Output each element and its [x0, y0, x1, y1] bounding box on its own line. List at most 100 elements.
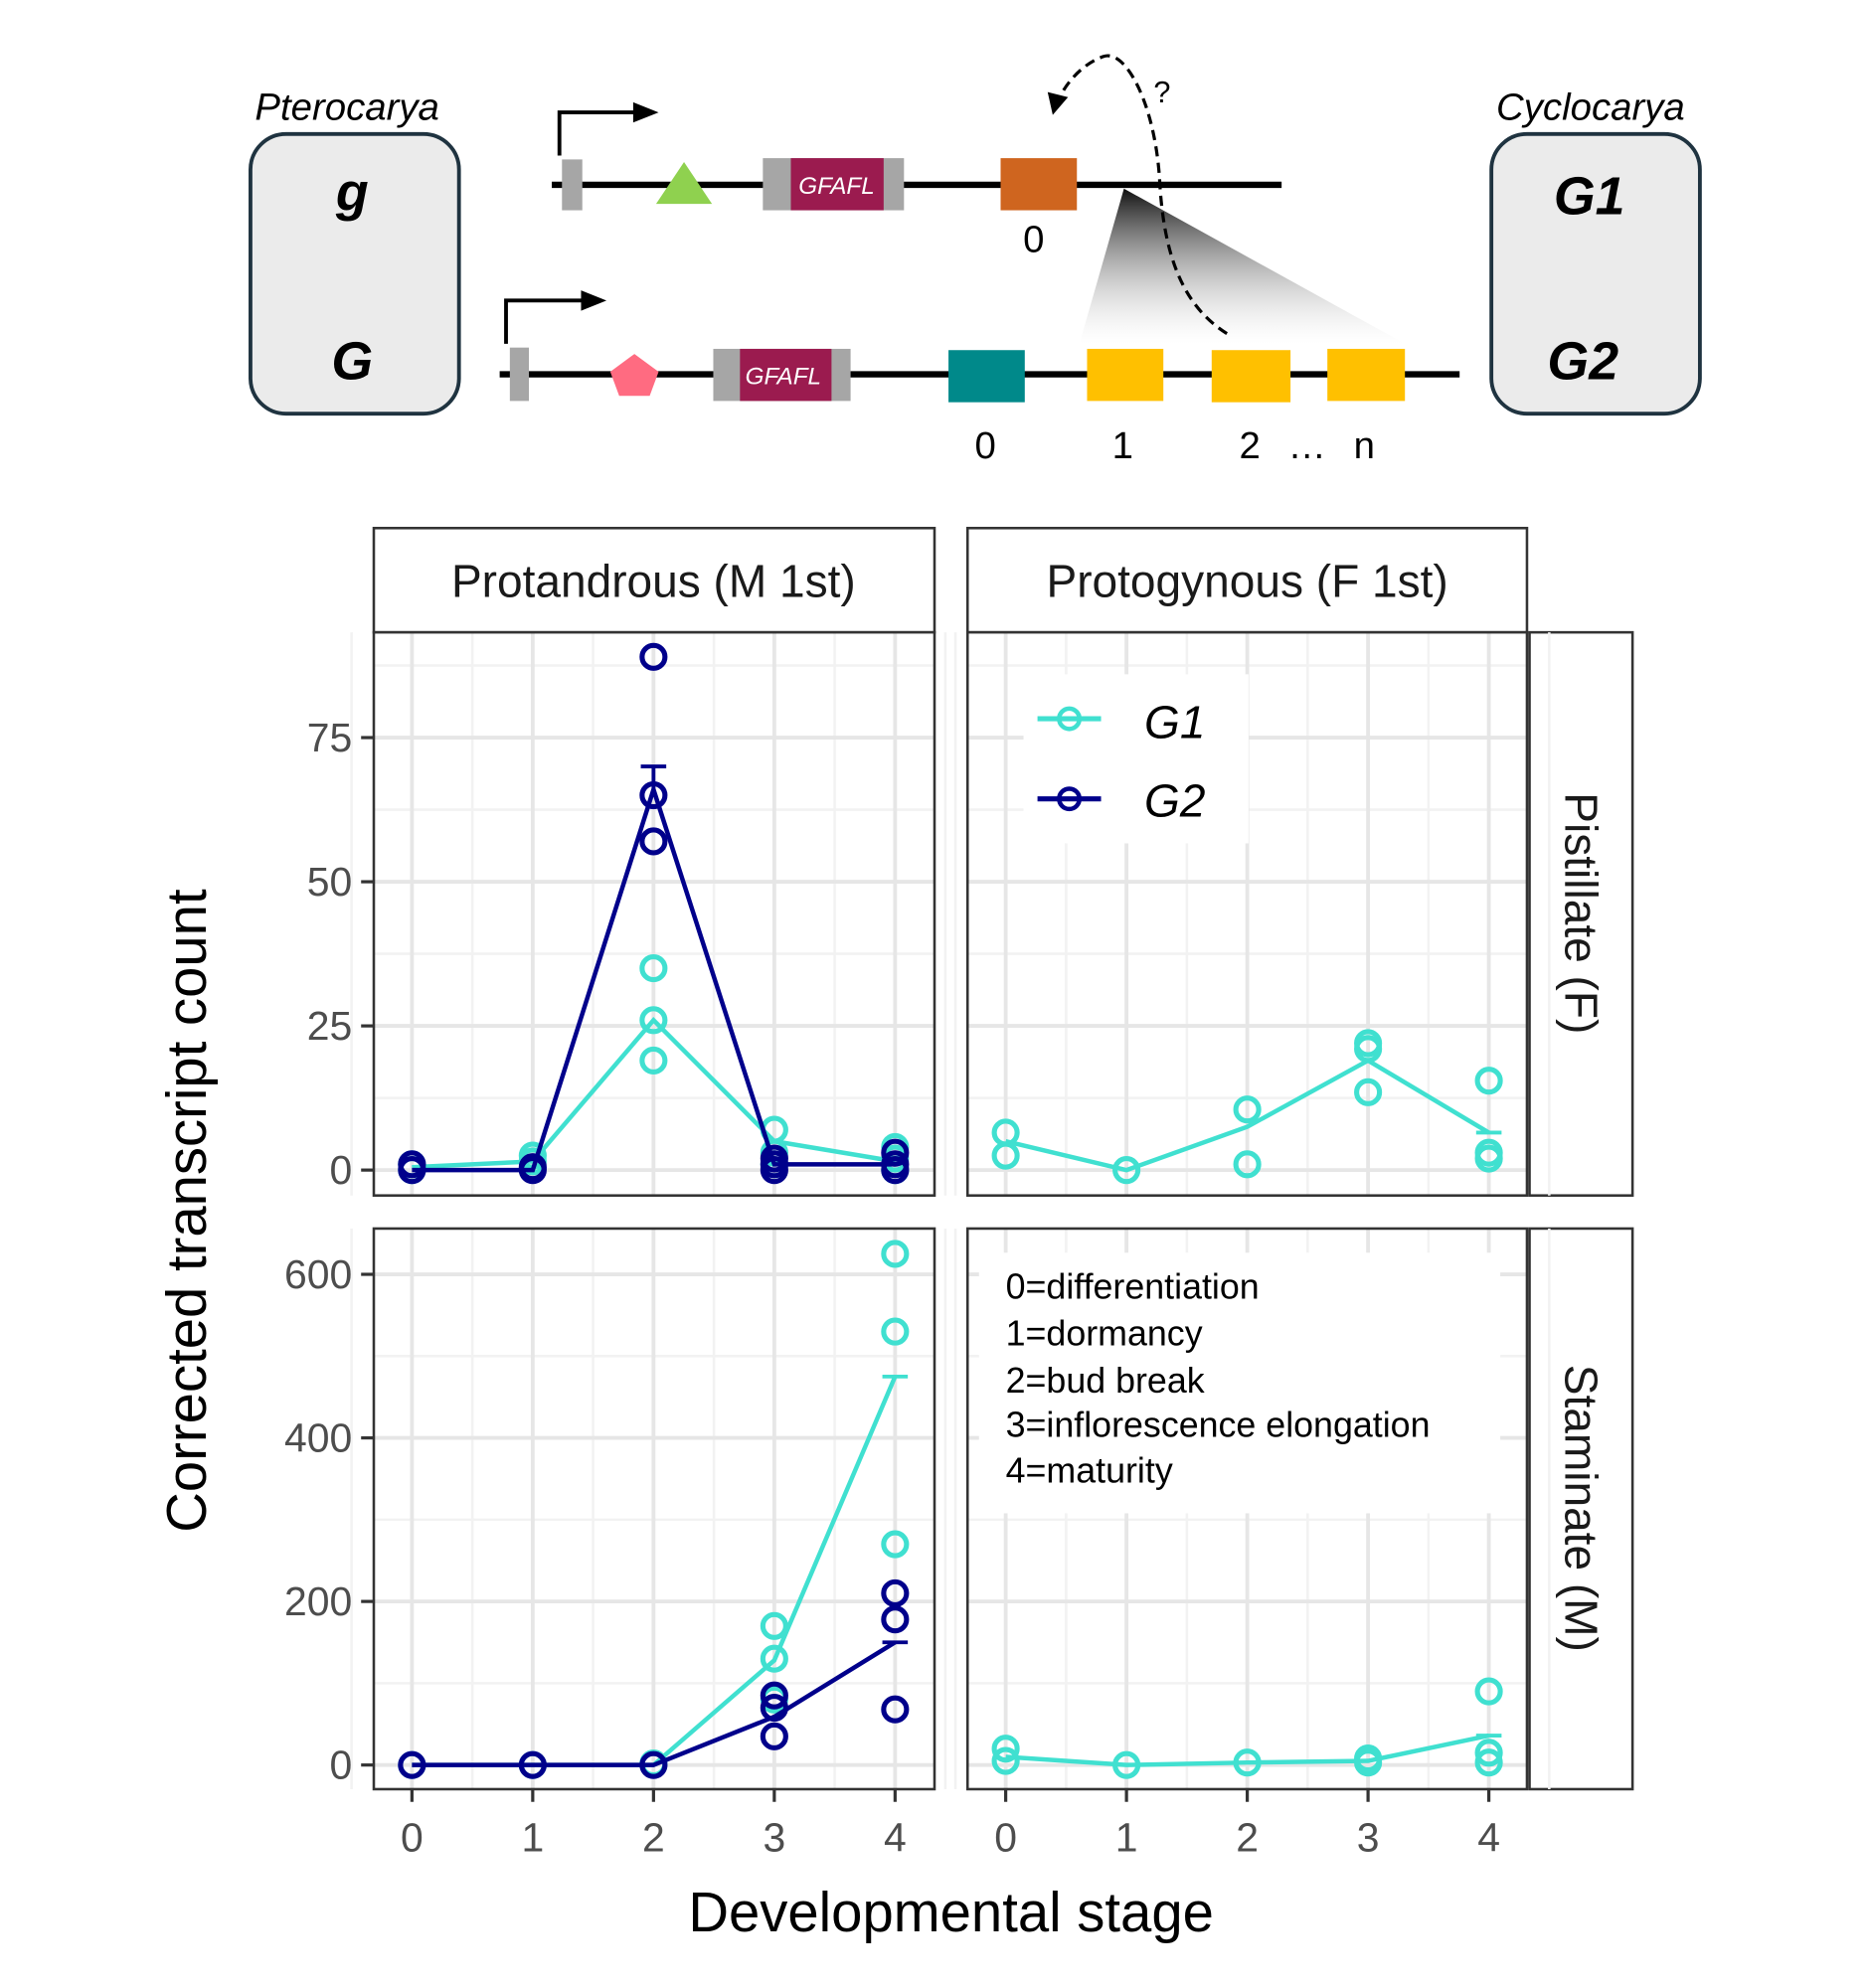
point-G1 — [639, 954, 668, 983]
panel-border — [965, 630, 1529, 1197]
y-tick-label: 75 — [307, 715, 353, 760]
exon-yellow-n — [1327, 348, 1406, 402]
point-G2 — [881, 1150, 910, 1179]
y-tick-label: 0 — [329, 1147, 352, 1193]
point-G1 — [1354, 1077, 1383, 1106]
x-tick-label: 0 — [401, 1815, 424, 1861]
exon-label-2: 2 — [1239, 424, 1260, 467]
panel-data-r1-c1 — [991, 1677, 1503, 1779]
exon-label-ellipsis: … — [1288, 424, 1326, 467]
curved-arrowhead-icon — [1047, 91, 1069, 115]
point-G1 — [991, 1746, 1020, 1775]
point-G1 — [1474, 1144, 1503, 1173]
bottom-gfafl-label: GFAFL — [746, 364, 821, 391]
y-tick-label: 25 — [307, 1003, 353, 1049]
strip-protogynous-label: Protogynous (F 1st) — [1047, 555, 1448, 606]
y-axis-title: Corrected transcript count — [155, 889, 218, 1533]
point-G2 — [881, 1578, 910, 1607]
panel-data-r1-c0 — [398, 1240, 910, 1779]
allele-G1: G1 — [1554, 166, 1625, 226]
point-G1 — [1474, 1748, 1503, 1777]
arrowhead-icon — [632, 101, 659, 123]
line-G1 — [412, 1017, 896, 1170]
stage-key-1: 1=dormancy — [1006, 1314, 1203, 1354]
point-G2 — [881, 1605, 910, 1634]
point-G2 — [518, 1750, 547, 1779]
chart: Protandrous (M 1st) Protogynous (F 1st) … — [155, 527, 1634, 1943]
legend-g1-marker — [1057, 706, 1083, 732]
panel-r0-c0 — [350, 632, 957, 1196]
point-G1 — [1233, 1748, 1262, 1777]
legend-g2-marker — [1057, 786, 1083, 812]
point-G1 — [760, 1644, 788, 1673]
point-G1 — [760, 1611, 788, 1640]
point-G2 — [760, 1681, 788, 1710]
stage-key: 0=differentiation 1=dormancy 2=bud break… — [978, 1252, 1501, 1514]
point-G1 — [991, 1141, 1020, 1170]
triangle-motif — [655, 161, 713, 205]
line-G2 — [412, 1640, 897, 1767]
point-G1 — [881, 1530, 910, 1559]
strip-protandrous-label: Protandrous (M 1st) — [451, 555, 856, 606]
point-G2 — [518, 1153, 547, 1182]
point-G2 — [760, 1694, 788, 1723]
point-G1 — [1474, 1067, 1503, 1095]
exon-teal — [948, 350, 1025, 403]
x-tick-label: 1 — [521, 1815, 544, 1861]
y-tick-label: 400 — [284, 1415, 352, 1461]
point-G1 — [639, 1006, 668, 1035]
top-start-bar — [562, 159, 583, 211]
point-G1 — [1233, 1095, 1262, 1124]
top-exon-label: 0 — [1023, 219, 1044, 261]
arrowhead-icon — [581, 290, 607, 311]
point-G1 — [881, 1240, 910, 1268]
stage-key-3: 3=inflorescence elongation — [1006, 1406, 1431, 1445]
x-tick-label: 2 — [1236, 1815, 1259, 1861]
exon-yellow-2 — [1211, 350, 1291, 403]
point-G2 — [760, 1722, 788, 1750]
point-G1 — [991, 1735, 1020, 1763]
x-tick-label: 4 — [884, 1815, 907, 1861]
left-allele-box — [249, 131, 461, 416]
strip-staminate-label: Staminate (M) — [1555, 1365, 1607, 1652]
x-tick-label: 3 — [1357, 1815, 1380, 1861]
panel-r1-c0 — [350, 1228, 957, 1789]
strip-staminate — [1528, 1227, 1634, 1791]
point-G1 — [1112, 1156, 1141, 1185]
left-genus-label: Pterocarya — [255, 86, 439, 129]
right-allele-box — [1489, 131, 1702, 416]
y-tick-label: 200 — [284, 1578, 352, 1624]
pentagon-motif — [609, 354, 659, 397]
point-G2 — [398, 1150, 426, 1179]
allele-G: G — [331, 332, 373, 392]
exon-yellow-1 — [1087, 348, 1164, 402]
point-G2 — [639, 642, 668, 671]
point-G2 — [639, 827, 668, 856]
y-tick-label: 50 — [307, 859, 353, 905]
allele-G2: G2 — [1547, 332, 1618, 392]
panel-data-r0-c1 — [991, 1029, 1503, 1185]
panel-border — [372, 630, 936, 1197]
strip-pistillate-label: Pistillate (F) — [1555, 792, 1607, 1034]
y-tick-label: 0 — [329, 1742, 352, 1788]
point-G2 — [881, 1138, 910, 1167]
line-G1 — [1005, 1058, 1490, 1173]
x-tick-label: 3 — [763, 1815, 785, 1861]
exon-label-0: 0 — [974, 424, 995, 467]
top-gfafl-label: GFAFL — [798, 173, 874, 200]
point-G1 — [881, 1317, 910, 1346]
point-G1 — [1474, 1739, 1503, 1767]
exon-label-1: 1 — [1112, 424, 1133, 467]
line-G1 — [1005, 1733, 1490, 1767]
point-G2 — [760, 1144, 788, 1173]
point-G2 — [639, 1750, 668, 1779]
top-exon-orange — [1000, 158, 1078, 211]
legend: G1 G2 — [1023, 674, 1249, 844]
x-tick-label: 1 — [1115, 1815, 1138, 1861]
x-tick-label: 4 — [1477, 1815, 1500, 1861]
x-tick-label: 0 — [994, 1815, 1017, 1861]
exon-label-n: n — [1354, 424, 1375, 467]
point-G1 — [1354, 1035, 1383, 1064]
x-axis-title: Developmental stage — [688, 1881, 1214, 1943]
